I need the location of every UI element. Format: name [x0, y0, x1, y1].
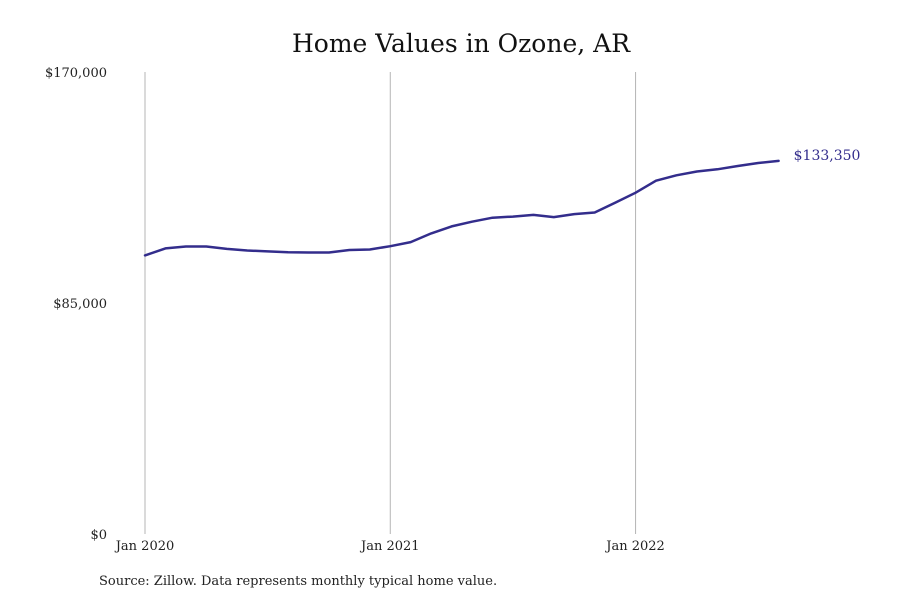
- grid-lines: [144, 72, 637, 534]
- x-tick-label: Jan 2020: [114, 539, 175, 554]
- x-tick-label: Jan 2022: [604, 539, 665, 554]
- source-note: Source: Zillow. Data represents monthly …: [99, 574, 497, 589]
- y-axis-tick-labels: $0 $85,000 $170,000: [45, 66, 107, 543]
- end-value-label: $133,350: [794, 148, 861, 164]
- y-tick-label: $170,000: [45, 66, 107, 81]
- home-value-line: [143, 159, 780, 257]
- chart-title: Home Values in Ozone, AR: [292, 29, 631, 58]
- y-tick-label: $85,000: [53, 297, 107, 312]
- x-axis-tick-labels: Jan 2020 Jan 2021 Jan 2022: [114, 539, 665, 554]
- x-tick-label: Jan 2021: [359, 539, 420, 554]
- y-tick-label: $0: [90, 528, 107, 543]
